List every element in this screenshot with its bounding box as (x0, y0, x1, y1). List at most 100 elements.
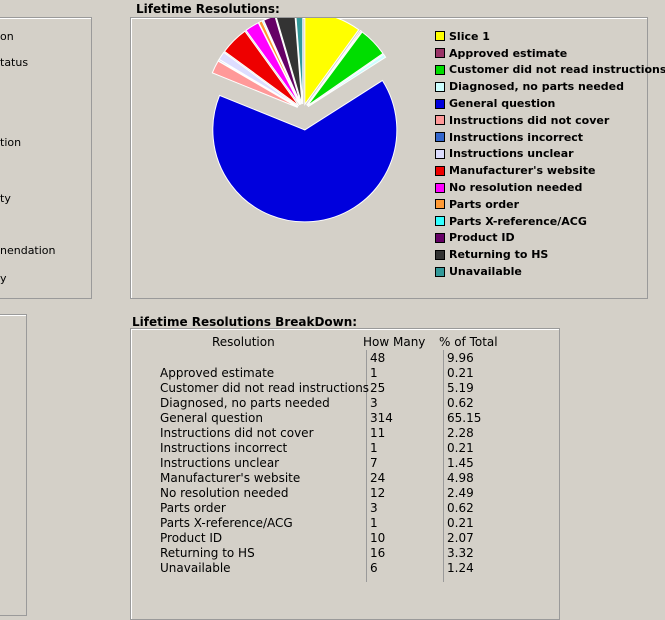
row-count: 24 (370, 471, 386, 485)
pie-slice (218, 51, 299, 108)
row-resolution: Parts X-reference/ACG (160, 516, 293, 530)
row-count: 314 (370, 411, 393, 425)
row-percent: 0.21 (447, 441, 474, 455)
legend-swatch (435, 216, 445, 227)
column-divider (443, 350, 444, 582)
row-resolution: General question (160, 411, 263, 425)
legend-swatch (435, 199, 445, 210)
legend-swatch (435, 266, 445, 277)
row-percent: 1.24 (447, 561, 474, 575)
pie-slice (304, 18, 360, 106)
left-panel-item[interactable]: on (0, 30, 14, 43)
row-percent: 1.45 (447, 456, 474, 470)
pie-slice (295, 18, 304, 105)
legend-item: Parts order (435, 196, 665, 213)
row-resolution: Customer did not read instructions (160, 381, 370, 395)
legend-item: Manufacturer's website (435, 162, 665, 179)
legend-swatch (435, 64, 445, 75)
row-count: 48 (370, 351, 386, 365)
row-count: 1 (370, 441, 378, 455)
row-count: 1 (370, 366, 378, 380)
legend-swatch (435, 182, 445, 193)
legend-swatch (435, 81, 445, 92)
legend-item: Instructions unclear (435, 146, 665, 163)
row-count: 7 (370, 456, 378, 470)
row-percent: 2.07 (447, 531, 474, 545)
left-panel-item[interactable]: y (0, 272, 7, 285)
row-percent: 0.62 (447, 501, 474, 515)
legend-label: Instructions incorrect (449, 130, 584, 144)
row-count: 1 (370, 516, 378, 530)
legend-label: Product ID (449, 231, 515, 245)
legend-item: Instructions incorrect (435, 129, 665, 146)
chart-section-title: Lifetime Resolutions: (136, 2, 280, 16)
legend-label: Parts X-reference/ACG (449, 214, 587, 228)
row-count: 25 (370, 381, 386, 395)
legend-label: Instructions unclear (449, 147, 574, 161)
legend-item: Product ID (435, 230, 665, 247)
pie-chart (211, 18, 398, 223)
legend-swatch (435, 249, 445, 260)
row-resolution: Instructions did not cover (160, 426, 314, 440)
left-panel-item[interactable]: ty (0, 192, 11, 205)
legend-swatch (435, 232, 445, 243)
legend-label: Customer did not read instructions (449, 63, 665, 77)
pie-slice (306, 29, 363, 106)
legend-item: Slice 1 (435, 28, 665, 45)
legend-swatch (435, 132, 445, 143)
legend-item: Parts X-reference/ACG (435, 213, 665, 230)
legend-swatch (435, 165, 445, 176)
legend-item: Customer did not read instructions (435, 62, 665, 79)
row-resolution: Parts order (160, 501, 226, 515)
legend-label: Unavailable (449, 265, 522, 279)
pie-slice (212, 79, 398, 223)
legend-label: Parts order (449, 197, 519, 211)
legend-item: Diagnosed, no parts needed (435, 78, 665, 95)
legend-label: Approved estimate (449, 46, 568, 60)
row-count: 3 (370, 501, 378, 515)
legend-swatch (435, 48, 445, 59)
row-count: 10 (370, 531, 386, 545)
legend-item: General question (435, 95, 665, 112)
row-count: 11 (370, 426, 386, 440)
row-percent: 4.98 (447, 471, 474, 485)
legend-swatch (435, 148, 445, 159)
row-percent: 65.15 (447, 411, 482, 425)
row-resolution: Product ID (160, 531, 223, 545)
legend-label: Diagnosed, no parts needed (449, 80, 625, 94)
pie-chart-panel: Slice 1 Approved estimate Customer did not… (130, 17, 665, 299)
row-percent: 2.28 (447, 426, 474, 440)
pie-slice (306, 31, 384, 107)
row-percent: 0.21 (447, 366, 474, 380)
left-panel-item[interactable]: nendation (0, 244, 56, 257)
left-panel-item[interactable]: tatus (0, 56, 29, 69)
row-percent: 2.49 (447, 486, 474, 500)
row-count: 16 (370, 546, 386, 560)
legend-item: Approved estimate (435, 45, 665, 62)
legend-swatch (435, 98, 445, 109)
left-panel-lower (0, 314, 27, 616)
left-panel-item[interactable]: tion (0, 136, 22, 149)
pie-slice (275, 18, 303, 105)
row-percent: 0.21 (447, 516, 474, 530)
legend-label: Returning to HS (449, 248, 549, 262)
header-how-many: How Many (363, 335, 426, 349)
row-percent: 5.19 (447, 381, 474, 395)
legend-item: Returning to HS (435, 246, 665, 263)
row-percent: 3.32 (447, 546, 474, 560)
legend-swatch (435, 31, 445, 42)
column-divider (366, 350, 367, 582)
row-percent: 0.62 (447, 396, 474, 410)
header-resolution: Resolution (212, 335, 275, 349)
row-resolution: Approved estimate (160, 366, 275, 380)
legend-item: Instructions did not cover (435, 112, 665, 129)
row-resolution: No resolution needed (160, 486, 289, 500)
legend-label: General question (449, 97, 556, 111)
legend-item: No resolution needed (435, 179, 665, 196)
row-resolution: Manufacturer's website (160, 471, 301, 485)
pie-slice (307, 53, 387, 108)
left-panel (0, 17, 92, 299)
table-section-title: Lifetime Resolutions BreakDown: (132, 315, 358, 329)
row-resolution: Diagnosed, no parts needed (160, 396, 330, 410)
legend-swatch (435, 115, 445, 126)
